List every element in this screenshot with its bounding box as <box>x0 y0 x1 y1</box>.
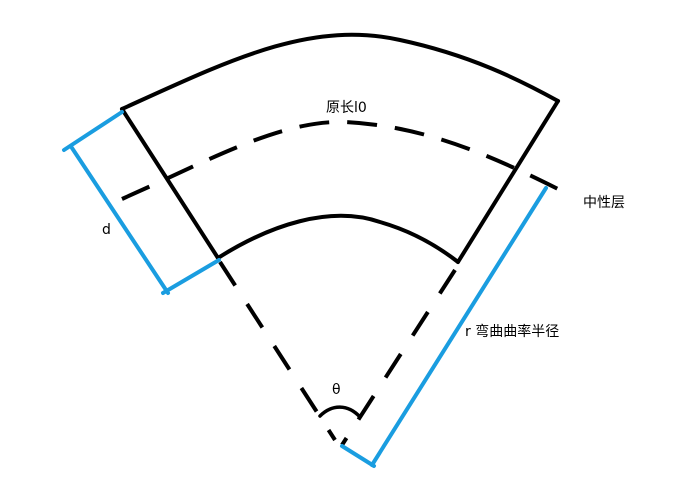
left-radial-dashed <box>218 260 337 442</box>
left-edge <box>120 107 220 260</box>
radius-line <box>370 186 548 467</box>
right-edge <box>456 99 560 264</box>
angle-arc <box>318 405 362 419</box>
thickness-line <box>70 146 170 295</box>
angle-label: θ <box>332 382 341 398</box>
inner-arc <box>216 213 460 264</box>
outer-arc <box>120 32 560 111</box>
thickness-tick-bottom <box>161 258 221 295</box>
bend-radius-label: r 弯曲曲率半径 <box>465 323 559 340</box>
neutral-layer-label: 中性层 <box>583 195 625 211</box>
radius-tick <box>340 444 376 468</box>
original-length-label: 原长l0 <box>326 100 367 116</box>
thickness-label: d <box>102 222 111 238</box>
thickness-tick-top <box>62 110 124 152</box>
neutral-layer-arc <box>121 119 569 201</box>
